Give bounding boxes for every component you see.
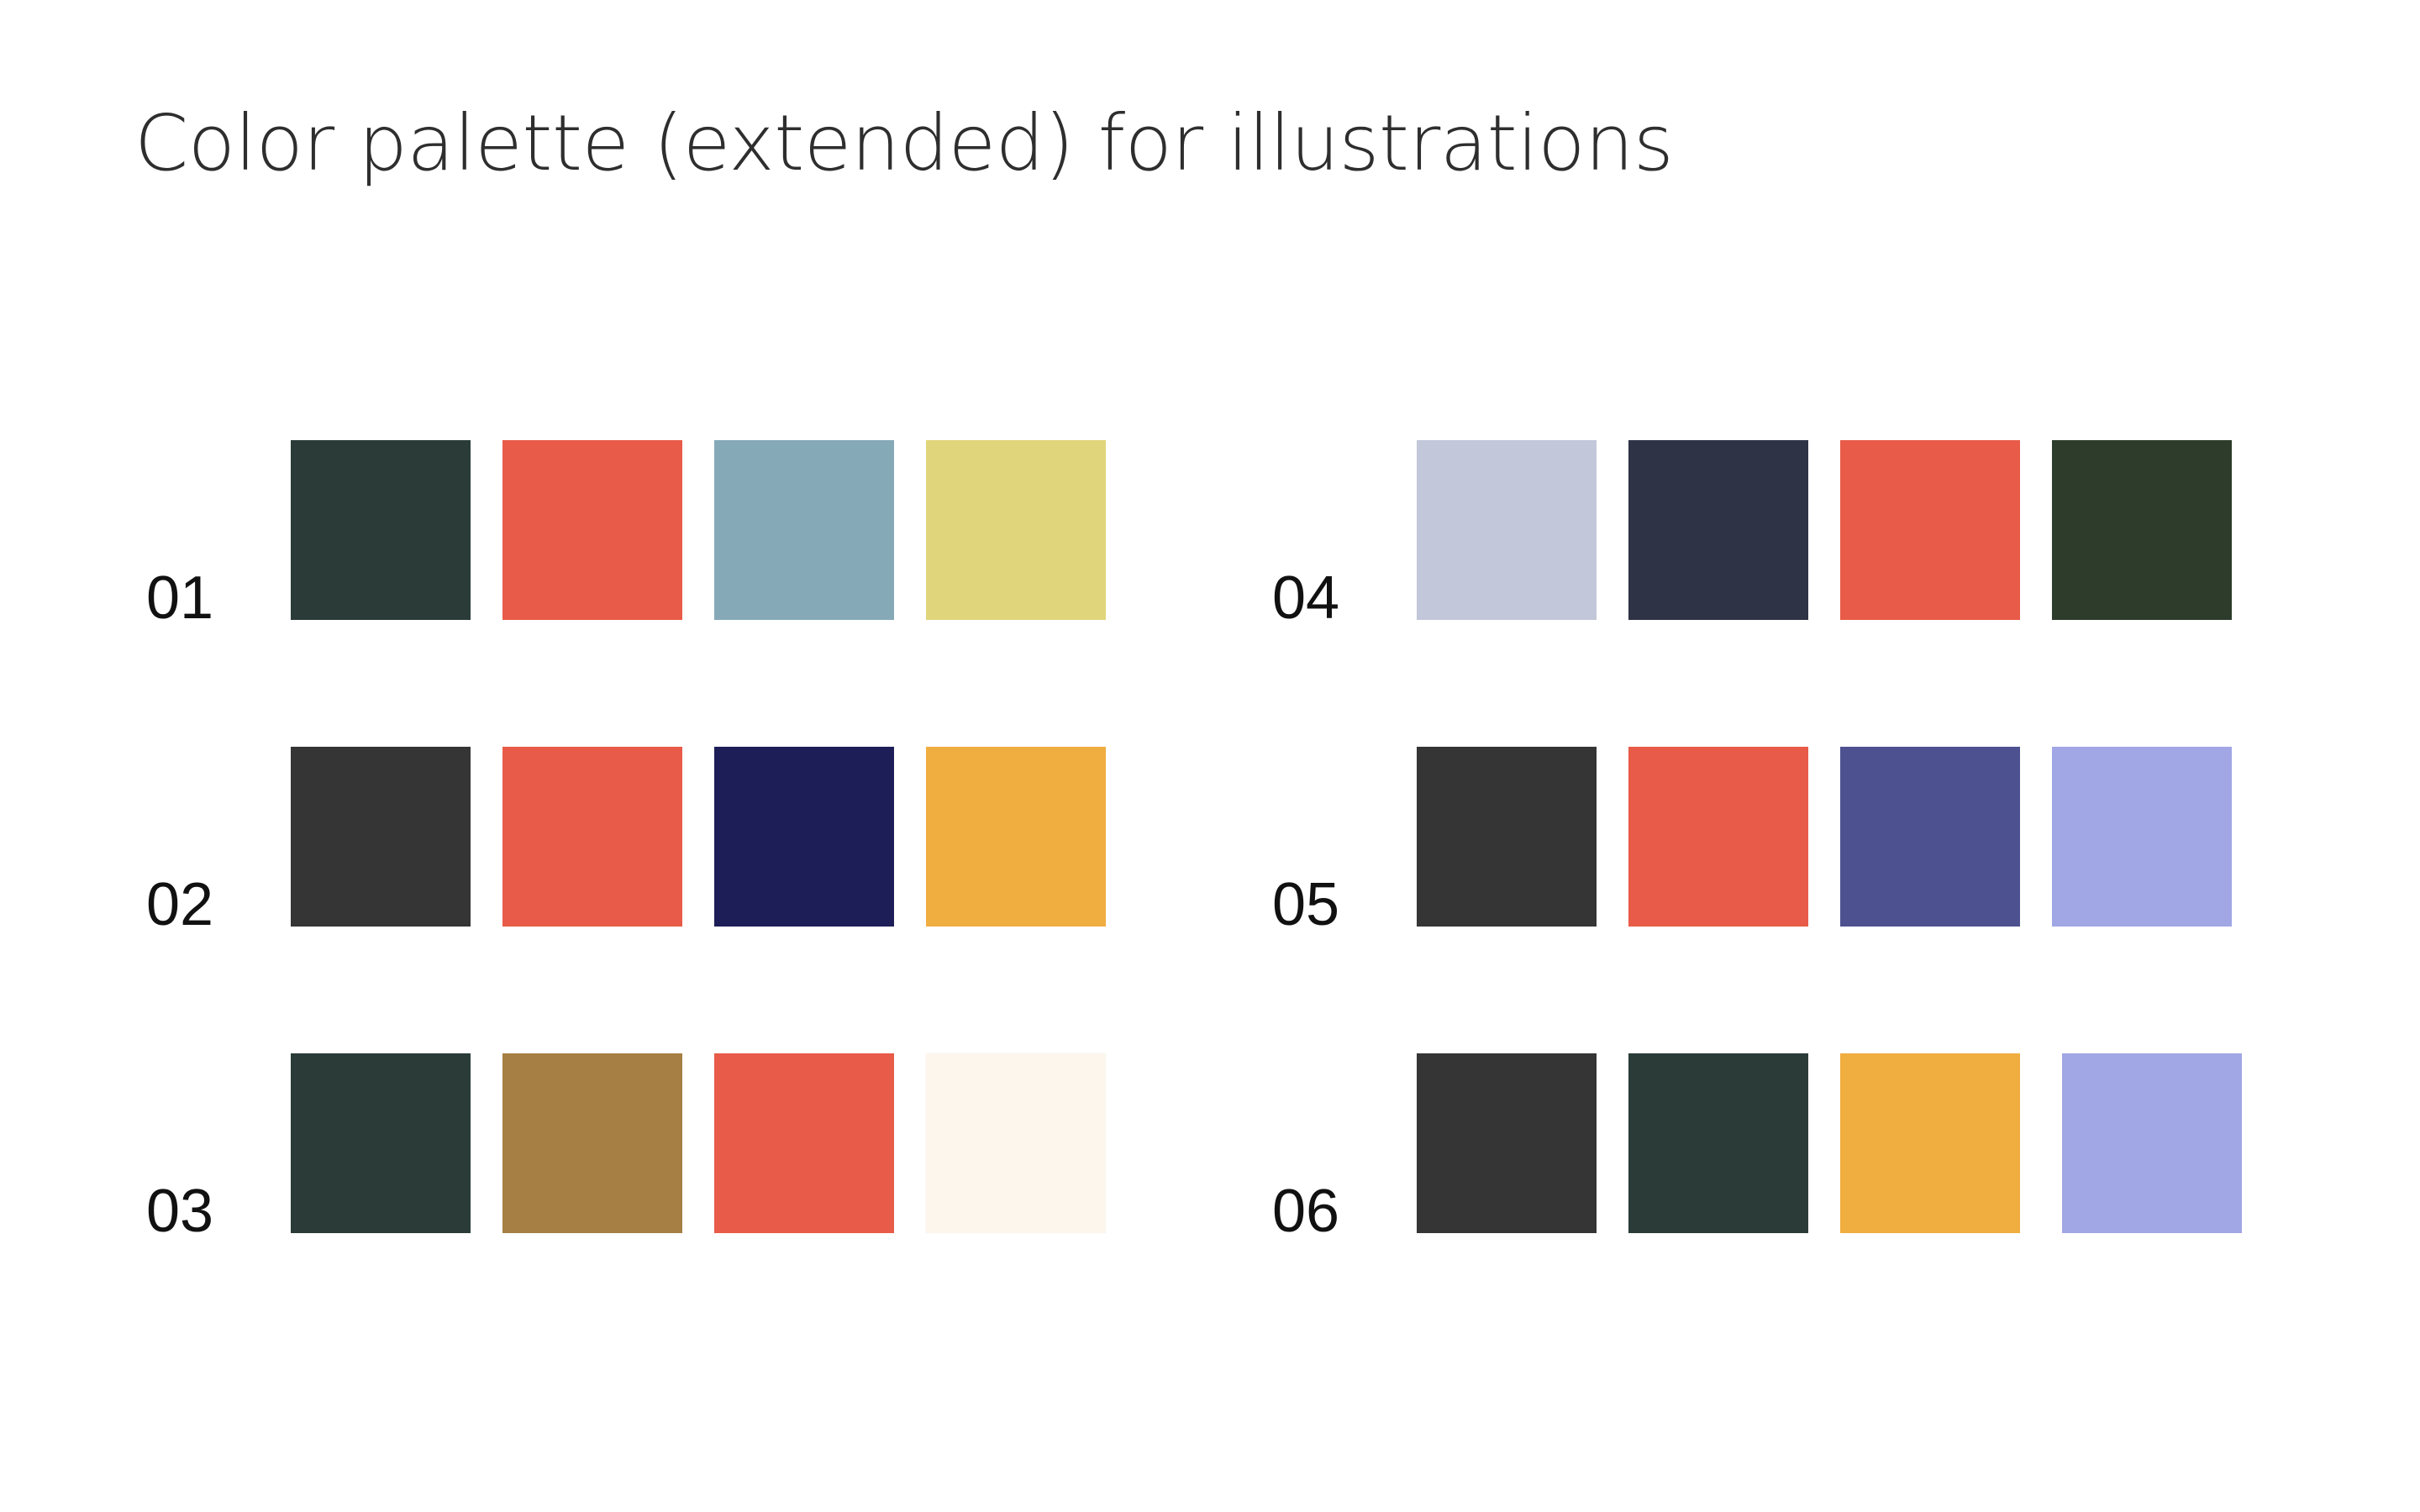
swatch-group [1417,747,2232,927]
palette-label: 02 [146,871,214,938]
swatch-group [291,747,1106,927]
color-swatch [2052,747,2232,927]
color-swatch [926,440,1106,620]
color-swatch [2052,440,2232,620]
color-swatch [1628,747,1808,927]
color-swatch [291,1053,471,1233]
color-swatch [714,440,894,620]
color-swatch [502,440,682,620]
swatch-group [291,440,1106,620]
color-swatch [714,747,894,927]
color-swatch [502,747,682,927]
color-swatch [926,747,1106,927]
color-swatch [714,1053,894,1233]
swatch-group [291,1053,1106,1233]
color-swatch [1840,747,2020,927]
color-swatch [1628,1053,1808,1233]
color-swatch [1417,440,1597,620]
color-swatch [1628,440,1808,620]
swatch-group [1417,440,2232,620]
color-swatch [1840,440,2020,620]
palette-label: 05 [1272,871,1340,938]
color-swatch [291,747,471,927]
color-swatch [502,1053,682,1233]
swatch-group [1417,1053,2242,1233]
color-swatch [291,440,471,620]
color-swatch [1840,1053,2020,1233]
page-title: Color palette (extended) for illustratio… [134,98,1674,188]
color-swatch [1417,1053,1597,1233]
color-swatch [2062,1053,2242,1233]
color-swatch [926,1053,1106,1233]
palette-label: 01 [146,564,214,632]
color-swatch [1417,747,1597,927]
palette-label: 03 [146,1178,214,1245]
palette-label: 06 [1272,1178,1340,1245]
palette-label: 04 [1272,564,1340,632]
